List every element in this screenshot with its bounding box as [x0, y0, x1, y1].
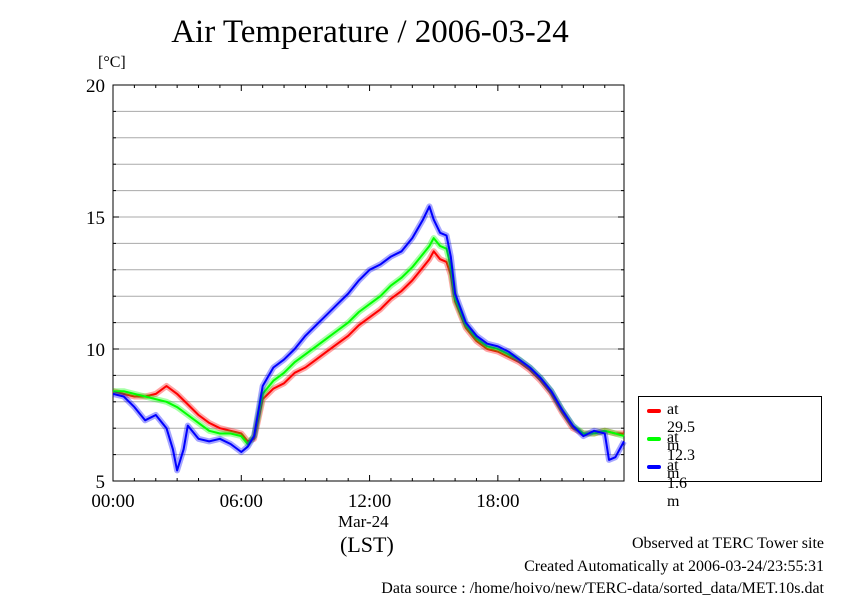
legend-swatch-29-5m	[647, 409, 661, 413]
x-tick-label: 06:00	[220, 491, 263, 512]
y-tick-label: 20	[86, 76, 105, 97]
footer-site: Observed at TERC Tower site	[631, 535, 824, 552]
footer-created: Created Automatically at 2006-03-24/23:5…	[524, 558, 824, 575]
legend-label: at 12.3 m	[667, 429, 695, 482]
legend-label: at 1.6 m	[667, 457, 687, 510]
chart-title: Air Temperature / 2006-03-24	[171, 14, 569, 50]
footer-source: Data source : /home/hoivo/new/TERC-data/…	[381, 580, 824, 595]
y-axis-unit-label: [°C]	[98, 54, 126, 71]
series-line-0	[112, 250, 624, 443]
y-tick-label: 5	[96, 472, 106, 493]
x-tick-label: 12:00	[348, 491, 391, 512]
legend-swatch-12-3m	[647, 437, 661, 441]
y-tick-label: 10	[86, 340, 105, 361]
x-tick-label: 18:00	[476, 491, 519, 512]
plot-frame	[112, 84, 625, 482]
legend-swatch-1-6m	[647, 465, 661, 469]
series-halo-2	[112, 203, 627, 474]
y-tick-label: 15	[86, 208, 105, 229]
legend-label: at 29.5 m	[667, 401, 695, 454]
legend: at 29.5 m at 12.3 m at 1.6 m	[638, 396, 822, 510]
x-axis-label: (LST)	[340, 532, 394, 557]
x-axis-date-label: Mar-24	[338, 512, 389, 531]
x-tick-label: 00:00	[91, 491, 134, 512]
series-line-2	[112, 205, 625, 472]
